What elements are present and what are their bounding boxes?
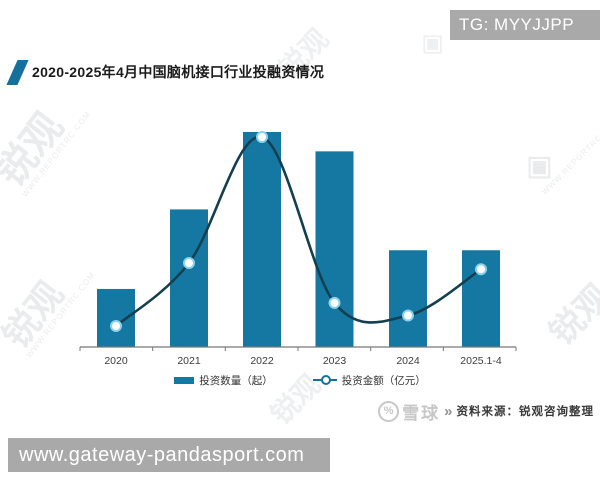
xueqiu-watermark-text: 雪球 [402,403,441,423]
telegram-banner-text: TG: MYYJJPP [459,15,575,34]
chart-title-row: 2020-2025年4月中国脑机接口行业投融资情况 [6,56,324,88]
svg-text:2024: 2024 [396,355,420,367]
website-banner-text: www.gateway-pandasport.com [19,443,305,466]
telegram-banner: TG: MYYJJPP [450,10,600,40]
xueqiu-logo-icon: % [378,400,400,422]
chevrons-icon: » [444,402,453,420]
svg-text:2023: 2023 [323,355,347,367]
data-source-text: 资料来源：锐观咨询整理 [456,406,594,418]
bar-line-chart: 2020 2021 2022 2023 2024 2025.1-4 [79,131,517,367]
website-banner: www.gateway-pandasport.com [8,438,330,472]
source-row: % 雪球 » 资料来源：锐观咨询整理 [378,399,594,423]
svg-text:2020: 2020 [104,355,128,367]
chart-legend: 投资数量（起） 投资金额（亿元） [0,371,600,389]
legend-item-investment-count: 投资数量（起） [174,373,273,388]
legend-label: 投资数量（起） [199,374,273,387]
bar-swatch-icon [174,376,195,384]
page-title: 2020-2025年4月中国脑机接口行业投融资情况 [32,64,325,80]
svg-text:2025.1-4: 2025.1-4 [460,355,502,367]
line-swatch-icon [312,375,337,385]
legend-label: 投资金额（亿元） [341,374,426,387]
legend-item-investment-amount: 投资金额（亿元） [312,373,426,388]
svg-text:2022: 2022 [250,355,274,367]
watermark: ◈ [408,20,454,66]
title-accent-slash-icon [6,59,29,85]
svg-text:2021: 2021 [177,355,201,367]
